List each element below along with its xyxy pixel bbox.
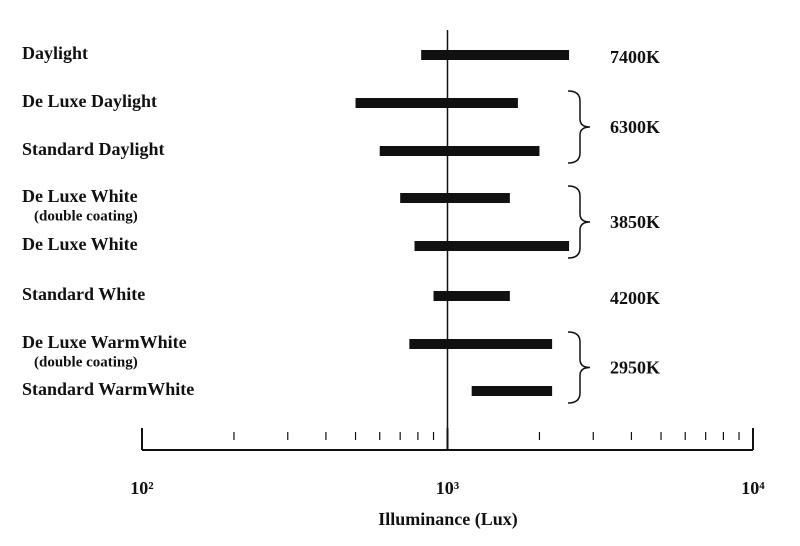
range-bar [471, 386, 553, 396]
category-label: De Luxe Daylight [22, 91, 157, 111]
category-label: Daylight [22, 43, 88, 63]
range-bar [421, 50, 570, 60]
x-tick-label: 10² [130, 478, 153, 498]
group-label: 7400K [610, 47, 660, 67]
range-bar [355, 98, 518, 108]
category-label: Standard WarmWhite [22, 379, 194, 399]
range-bar [409, 339, 553, 349]
category-label: De Luxe WarmWhite [22, 332, 187, 352]
range-bar [414, 241, 570, 251]
group-brace [567, 90, 591, 164]
group-label: 3850K [610, 212, 660, 232]
range-bar [379, 146, 540, 156]
group-label: 4200K [610, 288, 660, 308]
category-label: Standard White [22, 284, 145, 304]
category-sublabel: (double coating) [34, 354, 138, 370]
range-bar [433, 291, 510, 301]
range-bar [400, 193, 510, 203]
x-axis-title: Illuminance (Lux) [378, 509, 518, 530]
x-tick-label: 10³ [436, 478, 460, 498]
group-label: 6300K [610, 117, 660, 137]
x-tick-label: 10⁴ [741, 478, 765, 498]
category-sublabel: (double coating) [34, 208, 138, 224]
category-label: De Luxe White [22, 186, 138, 206]
group-label: 2950K [610, 358, 660, 378]
group-brace [567, 331, 591, 404]
category-label: Standard Daylight [22, 139, 165, 159]
group-brace [567, 185, 591, 259]
category-label: De Luxe White [22, 234, 138, 254]
